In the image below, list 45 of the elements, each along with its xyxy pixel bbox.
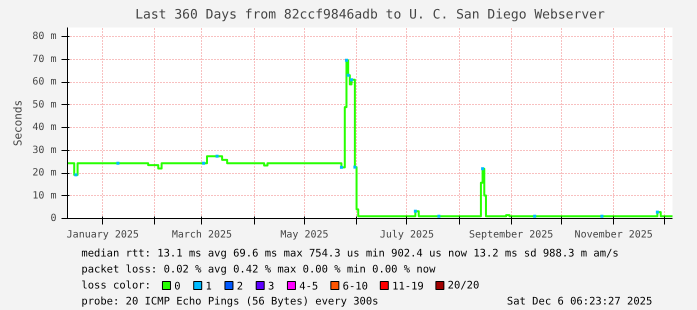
point <box>600 214 604 218</box>
point <box>414 210 417 213</box>
text: packet loss: 0.02 % avg 0.42 % max 0.00 % min 0.00 % now <box>81 264 436 276</box>
y-tick-label: 70 m <box>32 54 57 65</box>
x-tick-label: September 2025 <box>469 230 554 240</box>
y-tick-label: 80 m <box>32 31 57 42</box>
point <box>344 58 348 62</box>
point <box>533 214 536 218</box>
point <box>216 154 219 158</box>
point <box>350 78 354 82</box>
legend-label: 6-10 <box>342 280 368 292</box>
point <box>656 210 659 214</box>
x-tick-label: July 2025 <box>380 230 434 240</box>
point <box>202 162 206 165</box>
legend-label: 2 <box>236 280 244 292</box>
y-tick-label: 40 m <box>32 122 57 134</box>
y-tick-label: 0 <box>50 213 57 224</box>
legend-label: 20/20 <box>448 280 480 292</box>
y-axis-title: Seconds <box>11 100 24 146</box>
point <box>481 167 484 170</box>
y-tick-label: 10 m <box>32 190 57 202</box>
y-tick-label: 50 m <box>32 99 57 110</box>
x-tick-label: January 2025 <box>66 230 139 240</box>
y-tick-label: 60 m <box>32 76 57 88</box>
x-tick-label: May 2025 <box>280 230 329 240</box>
text: Sat Dec 6 06:23:27 2025 <box>506 296 652 308</box>
y-tick-label: 20 m <box>32 168 57 179</box>
legend-label: 1 <box>206 280 212 292</box>
point <box>340 166 343 169</box>
point <box>74 173 78 176</box>
x-tick-label: March 2025 <box>172 230 232 240</box>
point <box>346 74 350 77</box>
y-tick-label: 30 m <box>32 144 57 156</box>
point <box>437 214 440 218</box>
legend-label: 0 <box>174 280 181 292</box>
chart-title: Last 360 Days from 82ccf9846adb to U. C. San Diego Webserver <box>135 8 605 22</box>
point <box>116 162 120 165</box>
legend-title: loss color: <box>81 280 151 292</box>
legend-label: 4-5 <box>299 280 318 292</box>
text: probe: 20 ICMP Echo Pings (56 Bytes) every 300s <box>81 296 379 308</box>
x-tick-label: November 2025 <box>574 230 653 240</box>
legend-label: 3 <box>268 280 274 292</box>
legend-label: 11-19 <box>392 280 424 292</box>
point <box>353 166 356 169</box>
text: median rtt: 13.1 ms avg 69.6 ms max 754.3 us min 902.4 us now 13.2 ms sd 988.3 m am/s <box>81 248 619 260</box>
